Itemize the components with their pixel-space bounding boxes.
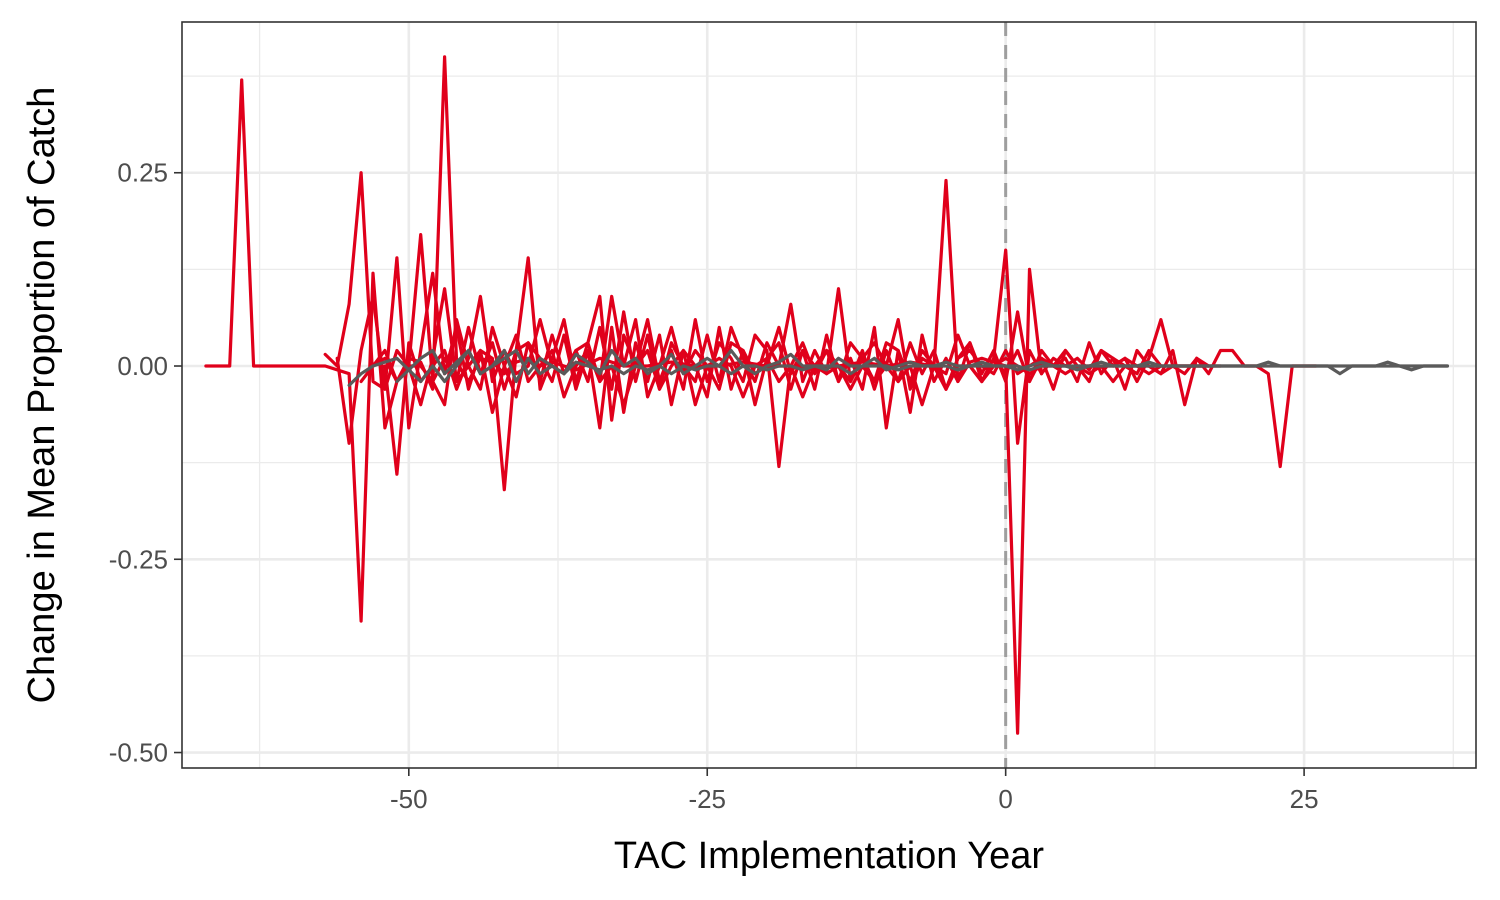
- x-axis: -50 -25 0 25: [390, 768, 1319, 814]
- series-line-grey-7: [347, 348, 1449, 387]
- x-tick-label: 25: [1290, 784, 1319, 814]
- plot-panel-border: [181, 21, 1477, 769]
- y-tick-label: -0.25: [109, 544, 168, 574]
- plot-panel-background: [182, 22, 1476, 768]
- y-tick-label: 0.00: [117, 351, 168, 381]
- x-axis-title: TAC Implementation Year: [614, 835, 1045, 877]
- y-axis-title: Change in Mean Proportion of Catch: [21, 87, 63, 704]
- series-layer: [204, 55, 1449, 735]
- y-tick-label: 0.25: [117, 158, 168, 188]
- y-tick-label: -0.50: [109, 738, 168, 768]
- series-line-grey-8: [395, 348, 1449, 384]
- x-tick-label: -25: [688, 784, 726, 814]
- x-tick-label: -50: [390, 784, 428, 814]
- x-tick-label: 0: [998, 784, 1012, 814]
- y-axis: 0.25 0.00 -0.25 -0.50: [109, 158, 182, 768]
